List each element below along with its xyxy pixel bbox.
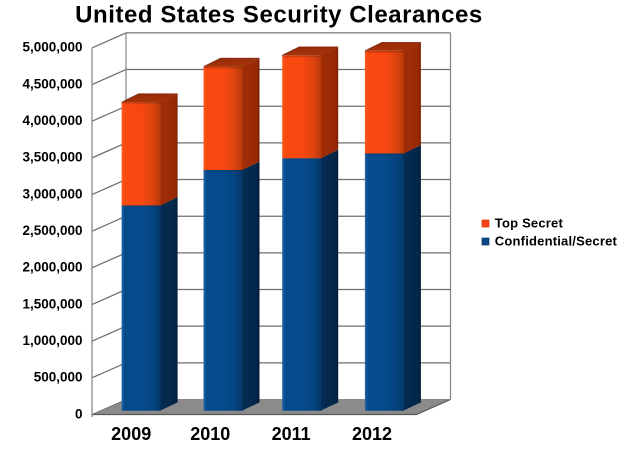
svg-text:4,000,000: 4,000,000 <box>22 113 82 128</box>
svg-text:Confidential/Secret: Confidential/Secret <box>495 234 618 249</box>
svg-text:4,500,000: 4,500,000 <box>22 76 82 91</box>
svg-text:2010: 2010 <box>190 424 230 444</box>
svg-text:2009: 2009 <box>111 424 151 444</box>
svg-text:3,500,000: 3,500,000 <box>22 150 82 165</box>
svg-text:2,000,000: 2,000,000 <box>22 260 82 275</box>
svg-text:2,500,000: 2,500,000 <box>22 223 82 238</box>
svg-text:500,000: 500,000 <box>34 370 83 385</box>
svg-text:2012: 2012 <box>352 424 392 444</box>
svg-text:United States Security Clearan: United States Security Clearances <box>75 2 483 29</box>
svg-text:Top Secret: Top Secret <box>495 216 564 231</box>
svg-text:2011: 2011 <box>272 424 311 444</box>
svg-text:3,000,000: 3,000,000 <box>22 186 82 201</box>
svg-text:1,500,000: 1,500,000 <box>22 296 82 311</box>
svg-text:5,000,000: 5,000,000 <box>22 40 82 55</box>
svg-text:0: 0 <box>75 406 83 421</box>
svg-text:1,000,000: 1,000,000 <box>22 333 82 348</box>
